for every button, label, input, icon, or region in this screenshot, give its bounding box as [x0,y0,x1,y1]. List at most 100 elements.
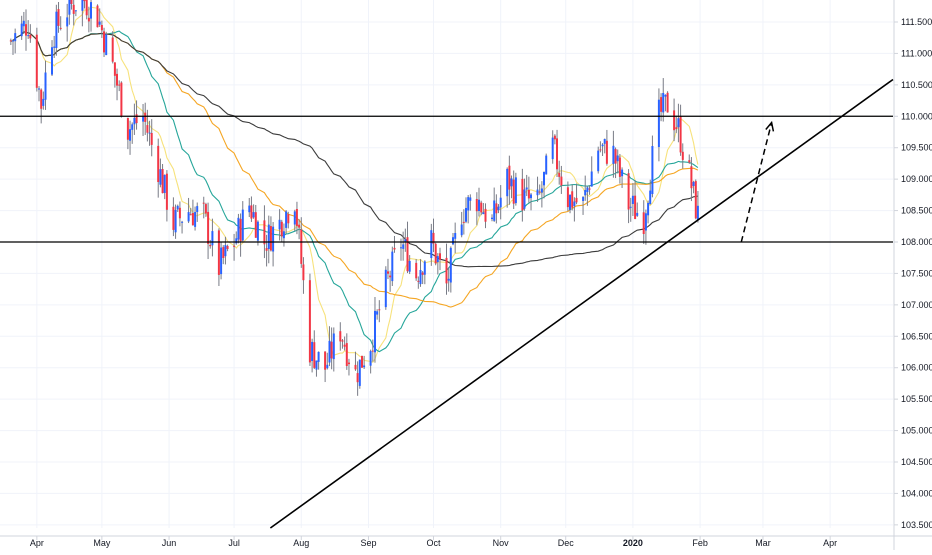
candle-up[interactable] [317,351,320,362]
candle-down[interactable] [415,262,418,279]
candle-down[interactable] [341,340,344,342]
candle-down[interactable] [627,173,630,210]
candle-down[interactable] [161,169,164,194]
candle-up[interactable] [285,211,288,228]
candle-down[interactable] [178,207,181,219]
candle-up[interactable] [692,181,695,186]
candle-up[interactable] [569,194,571,210]
candle-up[interactable] [332,333,335,360]
candle-down[interactable] [226,246,229,249]
candle-up[interactable] [98,21,101,25]
candle-up[interactable] [651,146,654,194]
candle-down[interactable] [660,97,663,112]
candle-up[interactable] [376,311,379,315]
candle-down[interactable] [157,145,160,182]
candle-up[interactable] [644,213,647,231]
candle-up[interactable] [530,194,532,199]
candle-up[interactable] [621,169,624,177]
candle-up[interactable] [159,169,162,185]
candle-down[interactable] [202,202,205,204]
candle-up[interactable] [68,0,71,15]
candle-up[interactable] [482,212,485,215]
candle-down[interactable] [348,362,350,365]
candle-up[interactable] [252,212,255,218]
candle-down[interactable] [135,114,138,124]
candle-up[interactable] [129,129,131,141]
candle-up[interactable] [248,205,251,213]
candle-down[interactable] [144,112,147,122]
candle-up[interactable] [478,199,480,211]
candle-up[interactable] [20,23,23,37]
candle-down[interactable] [508,165,511,190]
candle-up[interactable] [237,217,240,240]
candle-up[interactable] [465,208,467,222]
candle-down[interactable] [269,226,272,251]
candle-up[interactable] [460,224,463,236]
candle-up[interactable] [545,155,548,175]
candle-down[interactable] [387,271,389,274]
candle-up[interactable] [90,2,92,19]
candle-up[interactable] [363,365,366,368]
candle-up[interactable] [133,117,136,125]
candle-down[interactable] [538,191,541,193]
candle-down[interactable] [495,203,498,214]
candle-up[interactable] [590,171,593,187]
candle-up[interactable] [211,231,214,246]
candle-up[interactable] [657,99,660,147]
candle-down[interactable] [618,157,621,177]
candle-up[interactable] [603,139,606,144]
candle-down[interactable] [233,245,236,247]
candle-up[interactable] [419,270,422,285]
candle-down[interactable] [512,179,515,204]
candle-up[interactable] [194,212,197,227]
candle-down[interactable] [575,197,578,203]
candle-down[interactable] [330,341,333,359]
candle-up[interactable] [662,93,665,113]
candle-down[interactable] [393,247,396,250]
candle-up[interactable] [629,206,632,208]
candle-up[interactable] [400,247,402,249]
candle-up[interactable] [42,98,45,106]
candle-down[interactable] [345,343,348,366]
candle-up[interactable] [525,187,528,190]
candle-down[interactable] [57,9,60,26]
candle-down[interactable] [406,237,409,272]
candle-down[interactable] [302,264,305,281]
candle-down[interactable] [556,138,558,170]
candle-up[interactable] [491,217,493,219]
candle-down[interactable] [324,351,327,370]
candle-down[interactable] [343,344,346,347]
candle-down[interactable] [111,37,114,62]
candle-up[interactable] [649,190,652,205]
candle-up[interactable] [148,132,151,134]
candle-up[interactable] [328,340,331,363]
candle-down[interactable] [378,309,381,311]
candle-up[interactable] [543,172,545,186]
candle-up[interactable] [282,231,285,239]
candle-up[interactable] [497,206,500,211]
candle-down[interactable] [254,212,257,238]
candle-up[interactable] [696,205,699,221]
candle-down[interactable] [191,213,194,226]
candle-down[interactable] [172,206,175,230]
candle-up[interactable] [454,233,457,239]
candle-up[interactable] [540,188,543,193]
candle-up[interactable] [44,72,47,100]
projection-arrow-line[interactable] [740,122,773,243]
candle-down[interactable] [527,189,530,199]
candle-up[interactable] [631,195,634,204]
candle-down[interactable] [439,253,441,260]
candle-down[interactable] [85,0,88,16]
candle-up[interactable] [447,278,450,281]
candle-down[interactable] [25,24,27,36]
candle-up[interactable] [452,237,454,245]
candle-up[interactable] [181,221,184,223]
candle-down[interactable] [146,125,149,133]
candle-down[interactable] [484,208,487,222]
candle-down[interactable] [126,118,129,140]
candle-up[interactable] [647,202,650,216]
candle-down[interactable] [29,34,32,39]
candle-up[interactable] [176,205,179,210]
candle-down[interactable] [679,116,682,153]
candle-down[interactable] [361,355,363,368]
